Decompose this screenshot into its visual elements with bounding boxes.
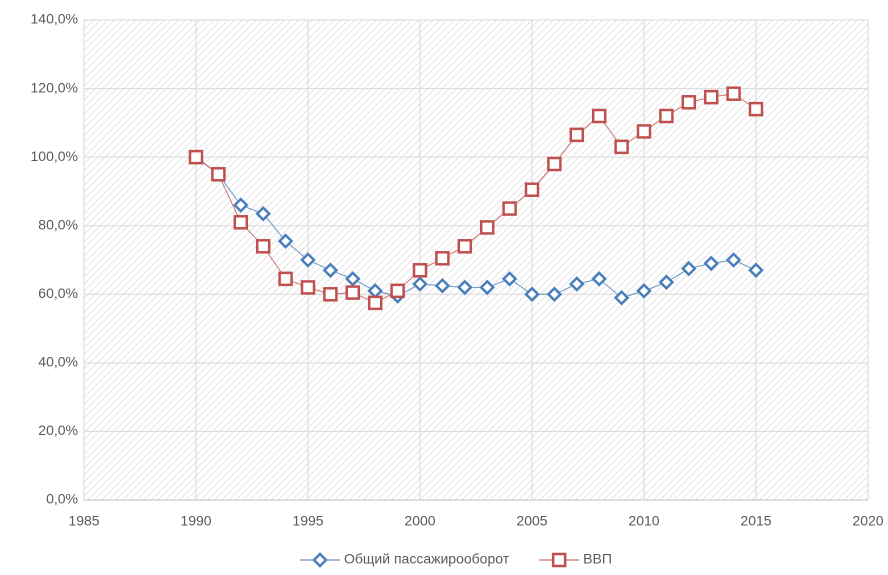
data-point [569,276,585,292]
data-point [255,239,271,254]
data-point [479,220,495,235]
data-point [703,89,719,105]
data-point [613,289,630,306]
data-point [569,127,585,143]
data-point [345,271,361,287]
data-point [501,271,518,287]
data-point [725,252,742,268]
data-point [591,271,607,287]
data-point [412,263,428,278]
data-point [524,286,540,303]
data-point [591,108,607,124]
x-tick-label: 2010 [628,513,659,529]
data-point [300,280,316,295]
legend-label: Общий пассажирооборот [344,551,510,567]
x-tick-label: 1995 [292,513,323,529]
data-point [255,205,271,222]
data-point [703,255,719,272]
plot-area [84,20,868,500]
data-point [233,215,249,230]
y-tick-label: 100,0% [31,148,78,164]
data-point [367,295,383,311]
data-point [726,86,741,101]
data-point [547,156,562,172]
data-point [614,139,629,155]
y-tick-label: 60,0% [38,285,78,301]
data-point [278,271,293,287]
legend-label: ВВП [583,551,612,567]
data-point [211,167,226,182]
x-tick-label: 2005 [516,513,547,529]
data-point [659,108,674,124]
x-tick-label: 2015 [740,513,771,529]
data-point [322,262,339,279]
data-point [636,124,652,139]
x-tick-label: 2020 [852,513,883,529]
data-point [390,283,405,299]
data-point [658,274,675,291]
data-point [457,239,473,254]
data-point [681,260,697,277]
data-point [434,277,451,294]
data-point [636,283,652,299]
x-tick-label: 2000 [404,513,435,529]
data-point [479,279,495,296]
y-tick-label: 120,0% [31,79,78,95]
x-tick-label: 1985 [68,513,99,529]
data-point [188,149,204,165]
data-point [435,251,450,266]
data-point [748,262,764,279]
data-point [412,276,428,292]
x-tick-label: 1990 [180,513,211,529]
data-point [323,287,338,302]
data-point [345,285,361,300]
y-tick-label: 40,0% [38,354,78,370]
data-point [300,252,316,268]
data-point [681,95,697,110]
y-tick-label: 20,0% [38,422,78,438]
y-tick-label: 80,0% [38,216,78,232]
data-point [524,182,540,197]
legend-marker [551,552,567,568]
data-point [502,201,517,216]
data-point [748,101,764,117]
data-point [233,197,249,213]
data-point [277,233,294,249]
y-tick-label: 0,0% [46,491,78,507]
y-tick-label: 140,0% [31,11,78,27]
data-point [546,286,563,303]
data-point [457,279,473,296]
legend-marker [312,552,328,568]
